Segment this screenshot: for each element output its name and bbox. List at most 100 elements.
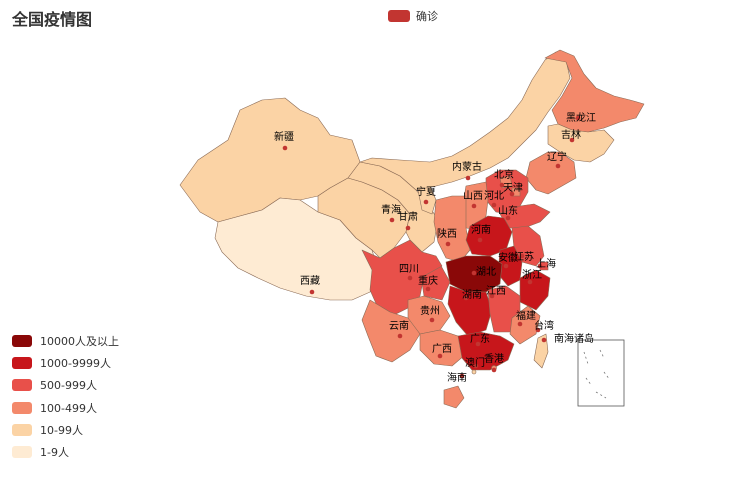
region-macau[interactable]	[471, 369, 477, 375]
city-dot	[499, 182, 505, 188]
label-jiangsu: 江苏	[514, 250, 534, 263]
label-gansu: 甘肃	[398, 210, 418, 223]
label-heilongjiang: 黑龙江	[566, 111, 596, 124]
region-taiwan[interactable]	[533, 333, 549, 369]
visual-map-item[interactable]: 1000-9999人	[12, 352, 119, 374]
city-dot	[405, 225, 411, 231]
label-ningxia: 宁夏	[416, 185, 436, 198]
region-fujian[interactable]	[509, 305, 541, 345]
visual-map-swatch	[12, 335, 32, 348]
city-dot	[489, 293, 495, 299]
label-south-china-sea: 南海诸岛	[554, 332, 594, 345]
label-jiangxi: 江西	[486, 285, 506, 297]
visual-map-swatch	[12, 423, 32, 436]
city-dot	[537, 263, 543, 269]
city-dot	[503, 263, 509, 269]
city-dot	[423, 199, 429, 205]
label-shanxi: 山西	[463, 190, 483, 202]
label-taiwan: 台湾	[534, 319, 554, 332]
label-chongqing: 重庆	[418, 274, 438, 287]
label-shanghai: 上海	[536, 257, 556, 270]
label-henan: 河南	[471, 223, 491, 236]
city-dot	[535, 327, 541, 333]
city-dot	[473, 363, 479, 369]
label-hongkong: 香港	[484, 353, 504, 365]
label-beijing: 北京	[494, 168, 514, 181]
region-liaoning[interactable]	[525, 151, 577, 195]
city-dot	[459, 373, 465, 379]
region-sichuan[interactable]	[361, 239, 443, 317]
city-dot	[569, 137, 575, 143]
label-anhui: 安徽	[498, 251, 518, 264]
region-guangxi[interactable]	[419, 329, 467, 367]
legend-swatch	[388, 10, 410, 22]
city-dot	[471, 203, 477, 209]
visual-map-swatch	[12, 379, 32, 392]
visual-map-item[interactable]: 10-99人	[12, 419, 119, 441]
city-dot	[541, 337, 547, 343]
city-dot	[407, 275, 413, 281]
city-dot	[282, 145, 288, 151]
region-hunan[interactable]	[447, 285, 493, 337]
label-macau: 澳门	[465, 356, 485, 369]
region-heilongjiang[interactable]	[544, 49, 645, 133]
city-dot	[519, 253, 525, 259]
city-dot	[309, 289, 315, 295]
label-xinjiang: 新疆	[274, 130, 294, 143]
visual-map-swatch	[12, 357, 32, 370]
visual-map-label: 10-99人	[40, 423, 83, 437]
visual-map-item[interactable]: 10000人及以上	[12, 330, 119, 352]
city-dot	[505, 215, 511, 221]
label-hainan: 海南	[447, 371, 467, 384]
visual-map-label: 500-999人	[40, 379, 97, 393]
south-china-sea-inset	[577, 339, 625, 407]
label-hubei: 湖北	[476, 266, 496, 278]
label-shandong: 山东	[498, 204, 518, 217]
label-guangdong: 广东	[470, 332, 490, 345]
region-inner-mongolia[interactable]	[359, 51, 571, 191]
region-hainan[interactable]	[443, 385, 465, 409]
visual-map-legend: 10000人及以上 1000-9999人 500-999人 100-499人 1…	[12, 330, 119, 463]
page-title: 全国疫情图	[12, 10, 93, 29]
city-dot	[465, 175, 471, 181]
region-shandong[interactable]	[499, 203, 551, 229]
label-hunan: 湖南	[462, 288, 482, 301]
region-jilin[interactable]	[547, 123, 615, 163]
city-dot	[575, 115, 581, 121]
label-yunnan: 云南	[389, 319, 409, 332]
visual-map-label: 1-9人	[40, 446, 69, 460]
label-liaoning: 辽宁	[547, 150, 567, 163]
city-dot	[491, 367, 497, 373]
region-hebei[interactable]	[485, 169, 529, 215]
region-guangdong[interactable]	[457, 331, 515, 371]
city-dot	[389, 217, 395, 223]
visual-map-label: 10000人及以上	[40, 335, 119, 349]
visual-map-swatch	[12, 401, 32, 414]
city-dot	[517, 321, 523, 327]
visual-map-item[interactable]: 100-499人	[12, 397, 119, 419]
visual-map-label: 1000-9999人	[40, 357, 111, 371]
series-legend[interactable]: 确诊	[388, 8, 438, 24]
city-dot	[463, 295, 469, 301]
city-dot	[471, 270, 477, 276]
city-dot	[509, 191, 515, 197]
visual-map-item[interactable]: 500-999人	[12, 374, 119, 396]
label-tibet: 西藏	[300, 275, 320, 287]
city-dot	[475, 341, 481, 347]
city-dot	[445, 241, 451, 247]
city-dot	[491, 202, 497, 208]
label-inner-mongolia: 内蒙古	[452, 160, 482, 173]
region-yunnan[interactable]	[361, 299, 421, 363]
label-guizhou: 贵州	[420, 304, 440, 317]
legend-label: 确诊	[416, 10, 438, 23]
visual-map-item[interactable]: 1-9人	[12, 441, 119, 463]
visual-map-swatch	[12, 446, 32, 459]
city-dot	[437, 353, 443, 359]
visual-map-label: 100-499人	[40, 401, 97, 415]
city-dot	[397, 333, 403, 339]
city-dot	[425, 286, 431, 292]
city-dot	[429, 317, 435, 323]
label-fujian: 福建	[516, 309, 536, 322]
label-hebei: 河北	[484, 190, 504, 202]
